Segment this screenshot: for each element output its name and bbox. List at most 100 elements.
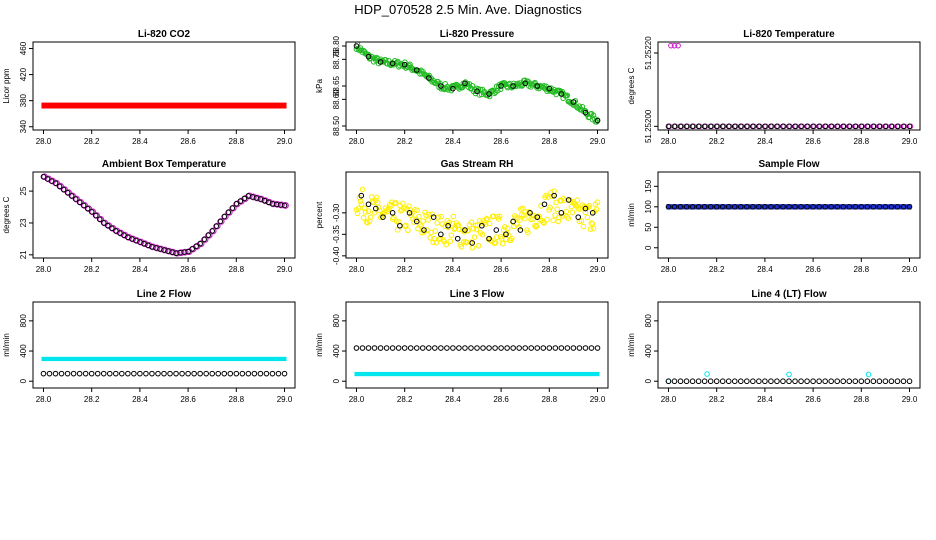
data-point [375,204,382,211]
data-point [744,378,750,385]
data-point [471,234,478,240]
data-point [40,370,47,377]
x-tick-label: 28.8 [542,395,558,404]
data-point [756,123,762,130]
data-point [438,231,444,238]
data-point [241,195,248,202]
data-point [383,345,390,351]
series-ave [40,173,289,257]
data-point [804,204,810,210]
y-tick-label: 0 [19,378,28,383]
data-point [594,199,601,206]
data-point [377,59,384,65]
data-point [221,370,228,377]
data-point [88,209,95,215]
data-point [389,60,396,67]
data-point [468,219,475,225]
data-point [401,345,408,351]
data-point [744,123,750,130]
data-point [586,203,593,209]
data-point [668,42,674,49]
data-point [108,225,115,232]
x-tick-label: 28.8 [542,137,558,146]
x-tick-label: 28.4 [757,395,773,404]
data-point [852,123,859,130]
x-tick-label: 28.2 [84,395,100,404]
data-point [551,192,557,199]
data-point [201,236,207,243]
data-point [262,197,269,205]
data-point [882,123,889,130]
data-point [816,204,822,210]
data-point [575,206,582,212]
data-point [365,53,372,60]
data-point [570,99,577,105]
data-point [100,220,107,226]
y-tick-label: 88.65 [332,75,341,96]
data-point [564,345,571,351]
x-tick-label: 28.2 [709,265,725,274]
data-point [786,378,792,385]
data-point [593,206,600,213]
data-point [420,218,426,224]
data-point [401,61,408,68]
data-point [852,378,859,385]
data-point [104,222,111,229]
data-point [810,378,816,385]
data-point [395,345,402,351]
y-axis-label: ml/min [315,333,324,357]
data-point [447,238,454,245]
data-point [906,204,913,210]
data-point [547,204,553,211]
data-point [458,243,465,250]
data-point [406,210,413,216]
data-point [864,123,871,130]
data-point [707,123,714,130]
data-point [546,85,553,92]
data-point [233,370,240,377]
data-point [425,345,432,351]
panel-title: Li-820 Temperature [743,29,835,40]
data-point [221,213,228,220]
data-point [737,378,744,385]
data-point [677,204,684,210]
data-point [517,217,523,223]
x-tick-label: 28.4 [132,265,148,274]
data-point [384,208,391,215]
data-point [534,345,541,351]
data-point [554,206,560,213]
data-point [683,378,690,385]
data-point [774,204,780,210]
data-point [828,378,834,385]
series-ave [665,123,914,130]
data-point [894,378,901,385]
data-point [76,370,83,377]
y-tick-label: 800 [332,314,341,328]
data-point [888,123,895,130]
x-tick-label: 29.0 [590,265,606,274]
data-point [822,204,828,210]
data-point [510,83,516,89]
series-ave [40,370,288,377]
data-point [792,204,798,210]
data-point [564,92,571,99]
x-tick-label: 28.4 [757,265,773,274]
data-point [768,123,774,130]
y-axis-label: percent [315,201,324,228]
data-point [448,232,455,238]
data-point [870,204,877,210]
data-point [393,200,399,206]
data-point [704,371,710,377]
data-point [112,370,119,377]
series-ave [665,378,913,385]
data-point [281,202,288,209]
data-point [792,378,798,385]
x-tick-label: 29.0 [590,137,606,146]
data-point [496,213,503,220]
y-tick-label: 800 [644,314,653,328]
data-point [876,204,883,210]
data-point [695,378,702,385]
data-point [876,123,883,130]
data-point [713,378,720,385]
y-tick-label: 0 [644,378,653,383]
